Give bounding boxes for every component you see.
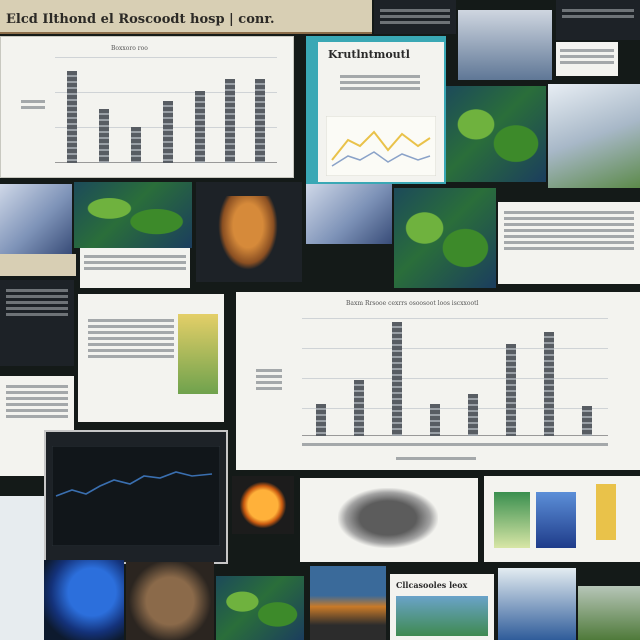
- banner-title: Elcd Ilthond el Roscoodt hosp | conr.: [6, 12, 275, 27]
- line-chart-dark: [44, 430, 228, 564]
- bar: [316, 404, 326, 436]
- bottom-photo-2: [44, 560, 124, 640]
- bar: [67, 71, 77, 163]
- bone-photo-2: [306, 184, 392, 244]
- bar: [225, 79, 235, 163]
- thumb-top-3: [556, 0, 640, 40]
- bottom-photo-4: [216, 576, 304, 640]
- bottom-photo-6: [498, 568, 576, 640]
- bottom-photo-7: [578, 586, 640, 640]
- bone-photo: [0, 184, 72, 254]
- plot-area: [302, 318, 608, 436]
- bar-chart-top-left: Boxxoro roo: [0, 36, 294, 178]
- caption-strip: [0, 254, 76, 276]
- y-axis-ticks: [21, 97, 45, 112]
- line-plot: [326, 116, 436, 176]
- chart-small-title: Krutlntmoutl: [328, 48, 410, 61]
- bar: [99, 109, 109, 163]
- bar: [163, 101, 173, 163]
- x-axis-labels: [302, 440, 608, 449]
- main-bar-chart: Baxm Rrsooe cexrrs osoosoot loos iscxxoo…: [236, 292, 640, 470]
- bar: [430, 404, 440, 436]
- callout-doc: [78, 294, 224, 422]
- leaf-photo-3: [74, 182, 192, 248]
- chart-main-title: Baxm Rrsooe cexrrs osoosoot loos iscxxoo…: [346, 300, 479, 307]
- line-chart-card: Krutlntmoutl: [318, 42, 444, 182]
- table-card: [80, 248, 190, 288]
- coral-photo: [196, 182, 302, 282]
- bar: [255, 79, 265, 163]
- sun-photo: [232, 476, 294, 534]
- thumb-top-2: [458, 10, 552, 80]
- card-text-lines: [340, 72, 420, 93]
- bar: [354, 380, 364, 436]
- specimen-card: [300, 478, 478, 562]
- banner-strip: Elcd Ilthond el Roscoodt hosp | conr.: [0, 0, 372, 34]
- dark-line-plot: [52, 446, 220, 546]
- callout-title: Cllcasooles leox: [396, 580, 468, 590]
- plot-area: [55, 57, 277, 163]
- bottom-photo-3: [126, 562, 214, 640]
- bar: [131, 127, 141, 163]
- bar: [506, 344, 516, 436]
- x-axis-caption: [396, 454, 476, 463]
- bar: [544, 332, 554, 436]
- thumb-top-1: [374, 0, 456, 34]
- diagram-figure: [178, 314, 218, 394]
- leaf-photo-4: [394, 188, 496, 288]
- dark-doc: [0, 280, 74, 366]
- thumb-top-4: [556, 42, 618, 76]
- bar: [582, 406, 592, 436]
- legend-block: [256, 366, 282, 393]
- leaf-photo-2: [548, 84, 640, 188]
- chart-top-left-title: Boxxoro roo: [111, 45, 148, 52]
- document-card-right: [498, 202, 640, 284]
- bottom-photo-5: [310, 566, 386, 640]
- callout-card-bottom: Cllcasooles leox: [390, 574, 494, 640]
- bar: [392, 322, 402, 436]
- leaf-photo-1: [446, 86, 546, 182]
- gallery-card: [484, 476, 640, 562]
- bar: [468, 394, 478, 436]
- bar: [195, 91, 205, 163]
- bottom-photo-1: [0, 496, 44, 640]
